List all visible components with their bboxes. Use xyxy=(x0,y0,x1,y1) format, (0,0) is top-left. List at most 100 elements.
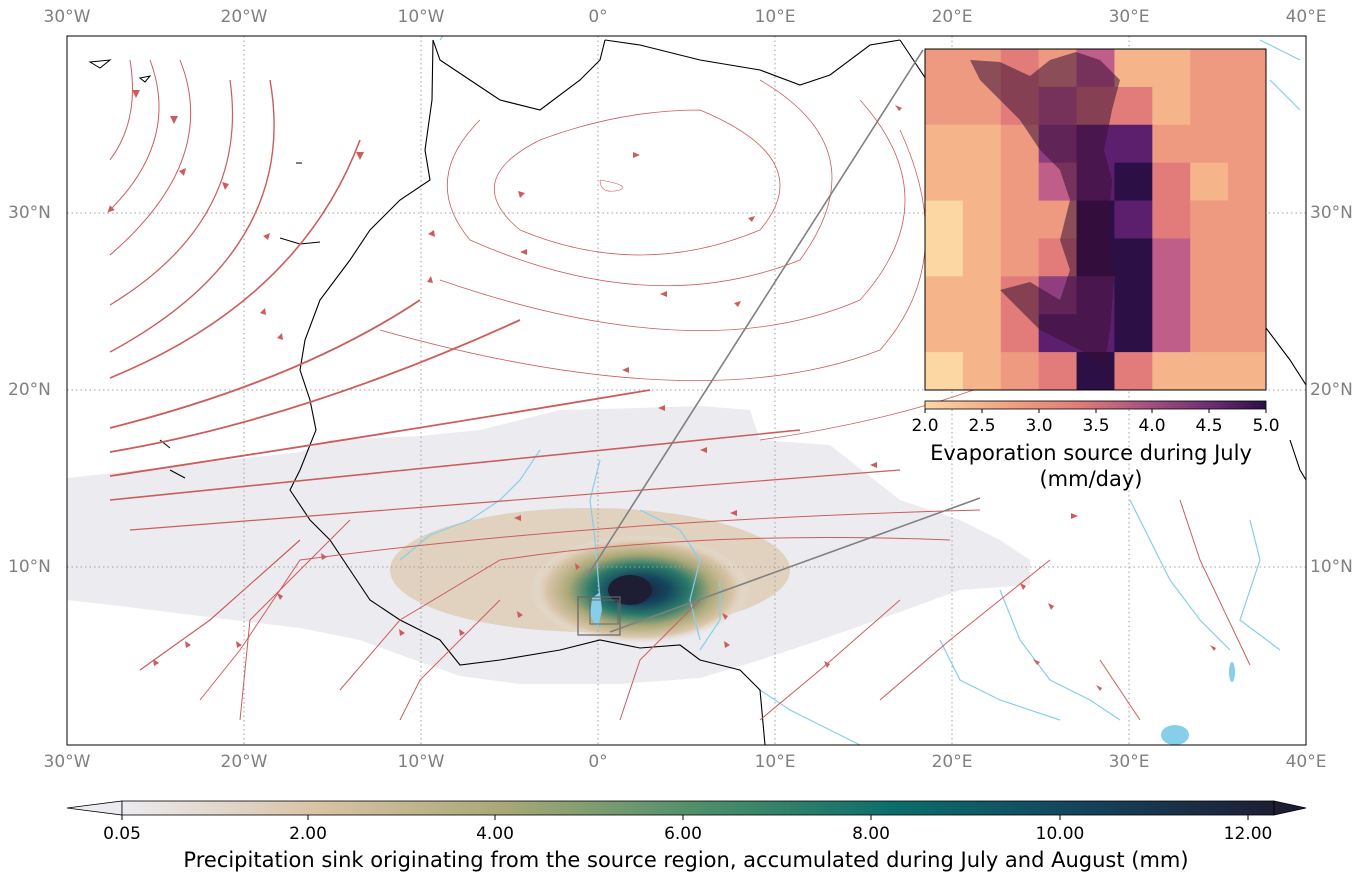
inset-heatmap-cell xyxy=(1114,200,1153,239)
lat-label-right: 20°N xyxy=(1310,380,1353,400)
inset-colorbar-tick-label: 4.5 xyxy=(1195,416,1223,436)
inset-heatmap-cell xyxy=(925,276,964,315)
main-colorbar-frame xyxy=(121,800,1275,816)
inset-heatmap-cell xyxy=(925,238,964,277)
lake-victoria xyxy=(1161,725,1189,745)
source-region-box xyxy=(577,596,621,636)
inset-heatmap-cell xyxy=(1152,124,1191,164)
inset-heatmap-cell xyxy=(1190,352,1229,391)
inset-frame xyxy=(924,48,1267,391)
lon-label-top: 20°E xyxy=(931,7,973,27)
inset-colorbar-label: Evaporation source during July (mm/day) xyxy=(930,440,1252,492)
inset-heatmap-cell xyxy=(1190,86,1229,126)
inset-heatmap-cell xyxy=(1114,124,1153,164)
colorbar-label: Precipitation sink originating from the … xyxy=(183,848,1189,872)
inset-heatmap-cell xyxy=(1190,314,1229,353)
colorbar-tick-label: 12.00 xyxy=(1223,824,1273,844)
inset-heatmap-cell xyxy=(1114,276,1153,315)
main-colorbar-ticks xyxy=(121,815,1249,820)
inset-heatmap-cell xyxy=(962,352,1002,391)
main-colorbar xyxy=(122,801,1274,815)
lon-label-bottom: 0° xyxy=(588,752,608,772)
inset-heatmap-cell xyxy=(925,162,964,202)
inset-heatmap-cell xyxy=(1152,238,1191,277)
inset-heatmap-cell xyxy=(1228,314,1267,353)
colorbar-tick-label: 2.00 xyxy=(289,824,327,844)
inset-heatmap-cell xyxy=(1114,352,1153,391)
inset-colorbar-label-line1: Evaporation source during July xyxy=(930,441,1252,465)
lon-label-bottom: 10°W xyxy=(397,752,445,772)
lat-label-left: 20°N xyxy=(8,380,51,400)
inset-heatmap-cell xyxy=(962,238,1002,277)
lon-label-top: 10°E xyxy=(754,7,796,27)
inset-heatmap-cell xyxy=(1000,200,1040,239)
inset-heatmap-cell xyxy=(1152,314,1191,353)
inset-heatmap-cell xyxy=(962,162,1002,202)
colorbar-tick-label: 0.05 xyxy=(103,824,141,844)
inset-colorbar-tick-label: 4.0 xyxy=(1138,416,1166,436)
lon-label-top: 30°W xyxy=(43,7,91,27)
inset-heatmap-cell xyxy=(1228,238,1267,277)
inset-heatmap-cell xyxy=(1114,162,1153,202)
wind-streamlines xyxy=(107,59,1251,721)
inset-panel xyxy=(924,48,1267,391)
inset-heatmap-cell xyxy=(925,352,964,391)
lake-turkana xyxy=(1229,662,1235,682)
inset-heatmap-cell xyxy=(1228,49,1267,88)
inset-heatmap-cell xyxy=(1114,86,1153,126)
lon-label-bottom: 30°W xyxy=(43,752,91,772)
inset-colorbar-tick-label: 3.5 xyxy=(1082,416,1110,436)
colorbar-tick-label: 4.00 xyxy=(476,824,514,844)
inset-heatmap-cell xyxy=(1190,162,1229,202)
inset-colorbar-label-line2: (mm/day) xyxy=(1039,467,1143,491)
lon-label-bottom: 10°E xyxy=(754,752,796,772)
lat-label-left: 10°N xyxy=(8,557,51,577)
main-colorbar-max-extend xyxy=(1273,800,1307,816)
inset-colorbar-tick-label: 3.0 xyxy=(1025,416,1053,436)
inset-heatmap-cell xyxy=(1228,352,1267,391)
streamline-arrows xyxy=(132,90,1216,691)
inset-heatmap-cell xyxy=(1190,124,1229,164)
inset-heatmap-cell xyxy=(925,124,964,164)
inset-heatmap-cell xyxy=(1114,49,1153,88)
islands xyxy=(88,59,321,479)
inset-heatmap-cell xyxy=(1152,276,1191,315)
inset-colorbar xyxy=(924,400,1267,410)
colorbar-tick-label: 8.00 xyxy=(852,824,890,844)
inset-heatmap-cell xyxy=(1152,162,1191,202)
inset-heatmap-cell xyxy=(962,314,1002,353)
inset-heatmap-cell xyxy=(925,86,964,126)
lon-label-bottom: 40°E xyxy=(1285,752,1327,772)
inset-heatmap-cell xyxy=(925,49,964,88)
inset-heatmap-cell xyxy=(1228,124,1267,164)
lon-label-top: 10°W xyxy=(397,7,445,27)
inset-heatmap-cell xyxy=(925,200,964,239)
inset-heatmap-cell xyxy=(1190,238,1229,277)
inset-heatmap-cell xyxy=(1000,238,1040,277)
inset-heatmap-cell xyxy=(962,200,1002,239)
inset-heatmap-cell xyxy=(1152,200,1191,239)
lon-label-top: 20°W xyxy=(220,7,268,27)
inset-reservoir xyxy=(970,52,1120,370)
inset-heatmap-cell xyxy=(1152,49,1191,88)
colorbar-tick-label: 10.00 xyxy=(1035,824,1085,844)
inset-heatmap-cell xyxy=(1228,276,1267,315)
lat-label-left: 30°N xyxy=(8,203,51,223)
inset-heatmap-cell xyxy=(1228,162,1267,202)
lon-label-bottom: 30°E xyxy=(1108,752,1150,772)
inset-heatmap-cell xyxy=(1152,352,1191,391)
map-frame xyxy=(66,35,1307,746)
inset-colorbar-tick-label: 2.0 xyxy=(911,416,939,436)
inset-heatmap-cell xyxy=(962,276,1002,315)
precipitation-field xyxy=(67,406,1030,684)
main-colorbar-min-extend xyxy=(66,800,123,816)
zoom-line-top xyxy=(587,49,924,576)
inset-heatmap-cell xyxy=(1000,162,1040,202)
zoom-line-bottom xyxy=(609,497,981,633)
inset-heatmap-cell xyxy=(1190,200,1229,239)
inset-heatmap-cell xyxy=(1228,200,1267,239)
inset-heatmap-cell xyxy=(1190,276,1229,315)
lon-label-bottom: 20°E xyxy=(931,752,973,772)
source-region-inner xyxy=(589,599,619,625)
